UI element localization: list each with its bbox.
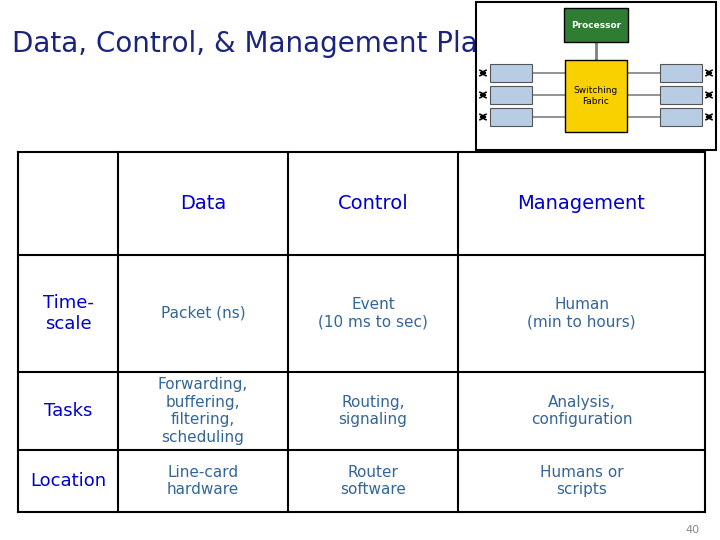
- Text: Control: Control: [338, 194, 408, 213]
- Bar: [660, 64, 702, 82]
- Text: Event
(10 ms to sec): Event (10 ms to sec): [318, 298, 428, 330]
- Text: Location: Location: [30, 472, 106, 490]
- Bar: [490, 108, 532, 126]
- Bar: [565, 60, 627, 132]
- Text: Data: Data: [180, 194, 226, 213]
- Bar: [660, 108, 702, 126]
- Text: Human
(min to hours): Human (min to hours): [527, 298, 636, 330]
- Text: Switching
Fabric: Switching Fabric: [574, 86, 618, 106]
- Bar: [564, 8, 628, 42]
- Text: 40: 40: [686, 525, 700, 535]
- Bar: [490, 86, 532, 104]
- Text: Packet (ns): Packet (ns): [161, 306, 246, 321]
- Bar: [476, 2, 716, 150]
- Bar: [660, 86, 702, 104]
- Text: Time-
scale: Time- scale: [42, 294, 94, 333]
- Text: Forwarding,
buffering,
filtering,
scheduling: Forwarding, buffering, filtering, schedu…: [158, 377, 248, 444]
- Text: Tasks: Tasks: [44, 402, 92, 420]
- Text: Line-card
hardware: Line-card hardware: [167, 465, 239, 497]
- Text: Router
software: Router software: [340, 465, 406, 497]
- Text: Analysis,
configuration: Analysis, configuration: [531, 395, 632, 427]
- Text: Routing,
signaling: Routing, signaling: [338, 395, 408, 427]
- Bar: [490, 64, 532, 82]
- Text: Humans or
scripts: Humans or scripts: [540, 465, 624, 497]
- Text: Processor: Processor: [571, 21, 621, 30]
- Text: Data, Control, & Management Planes: Data, Control, & Management Planes: [12, 30, 527, 58]
- Text: Management: Management: [518, 194, 645, 213]
